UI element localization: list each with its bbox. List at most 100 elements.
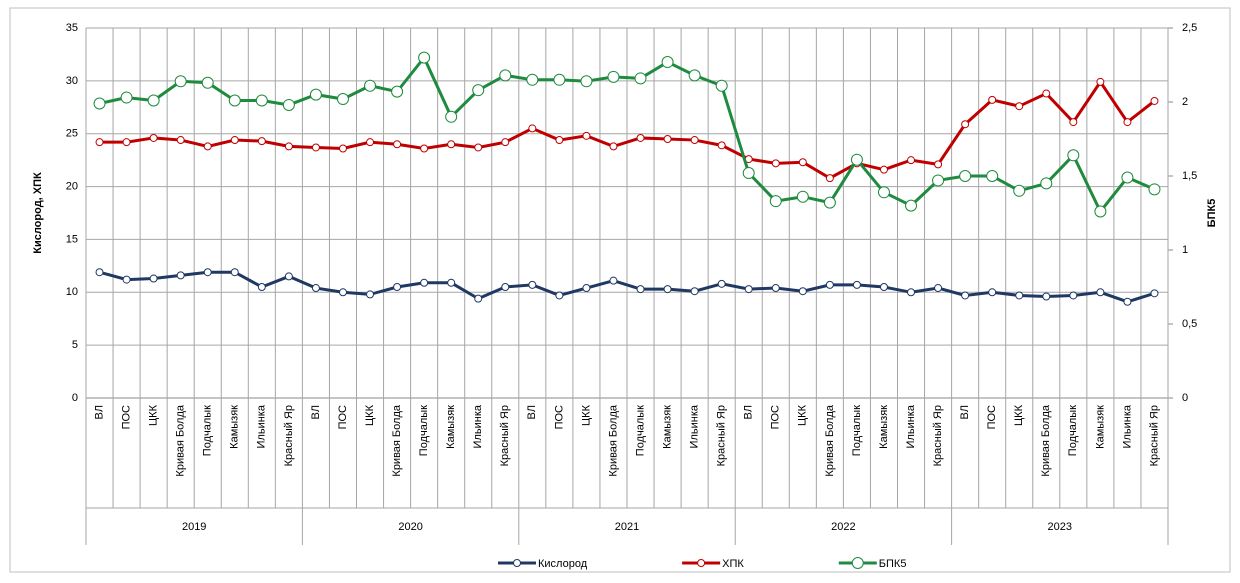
y-tick-label: 25 [66,128,78,140]
data-point [961,291,970,300]
x-tick-label: Подчалык [202,405,214,456]
data-point [1123,297,1132,306]
data-point [336,93,349,106]
data-point [636,133,645,142]
data-point [1042,89,1051,98]
y-tick-label: 30 [66,75,78,87]
data-point [879,165,888,174]
data-point [1013,184,1026,197]
data-point [1096,77,1105,86]
data-point [555,136,564,145]
x-tick-label: Красный Яр [716,405,728,466]
x-tick-label: Камызяк [1094,405,1106,449]
data-point [825,280,834,289]
data-point [932,174,945,187]
data-point [1069,291,1078,300]
data-point [1148,183,1161,196]
data-point [149,133,158,142]
data-point [499,69,512,82]
x-tick-label: Кривая Болда [824,404,836,476]
data-point [988,95,997,104]
x-tick-label: ВЛ [526,405,538,419]
x-tick-label: Красный Яр [499,405,511,466]
x-tick-label: Ильинка [472,404,484,448]
series-line [99,54,1156,215]
x-tick-label: ПОС [770,405,782,429]
data-point [555,291,564,300]
x-tick-label: Камызяк [878,405,890,449]
x-tick-label: Камызяк [229,405,241,449]
data-point [474,143,483,152]
x-tick-label: Ильинка [1121,404,1133,448]
y-tick-label: 10 [66,286,78,298]
data-point [663,285,672,294]
data-point [447,140,456,149]
x-tick-label: Камызяк [661,405,673,449]
data-point [934,284,943,293]
data-point [1096,288,1105,297]
data-point [907,288,916,297]
series-line [99,270,1155,304]
data-point [284,142,293,151]
data-point [445,110,458,123]
data-point [1069,118,1078,127]
group-label: 2019 [182,521,206,533]
data-point [959,170,972,182]
data-point [282,98,295,111]
data-point [907,156,916,165]
x-tick-label: Ильинка [256,404,268,448]
data-point [311,284,320,293]
data-point [717,141,726,150]
data-point [95,268,104,277]
x-tick-label: Камызяк [445,405,457,449]
data-point [338,144,347,153]
data-point [201,76,214,89]
group-label: 2022 [831,521,855,533]
data-point [582,131,591,140]
data-point [852,280,861,289]
data-point [769,195,782,208]
y-tick-label: 5 [72,339,78,351]
x-tick-label: ЦКК [148,404,160,426]
data-point [122,275,131,284]
data-point [528,280,537,289]
data-point [203,268,212,277]
group-label: 2023 [1048,521,1072,533]
data-point [877,186,890,199]
data-point [717,279,726,288]
x-tick-label: Подчалык [418,405,430,456]
data-point [95,138,104,147]
data-point [1042,292,1051,301]
data-point [364,79,377,92]
data-point [715,79,728,92]
data-point [501,283,510,291]
data-point [663,135,672,143]
data-point [961,120,970,129]
x-tick-label: Кривая Болда [607,404,619,476]
data-point [986,170,999,182]
x-tick-label: ВЛ [93,405,105,419]
data-point [1150,96,1159,105]
data-point [771,159,780,168]
data-point [1150,289,1159,298]
data-point [688,69,701,82]
data-point [690,136,699,145]
y-tick-label: 0 [72,392,78,404]
x-tick-label: ПОС [986,405,998,429]
x-tick-label: Кривая Болда [1040,404,1052,476]
data-point [934,160,943,169]
y-axis-label: Кислород, ХПК [32,172,44,254]
chart-border [9,7,1231,573]
x-tick-label: Кривая Болда [175,404,187,476]
data-point [607,70,620,83]
data-point [366,290,375,299]
data-point [609,142,618,151]
data-point [798,287,807,296]
data-point [309,88,322,101]
data-point [418,51,431,64]
data-point [580,75,593,88]
data-point [284,272,293,281]
data-point [120,91,133,104]
y2-tick-label: 1 [1182,244,1188,256]
